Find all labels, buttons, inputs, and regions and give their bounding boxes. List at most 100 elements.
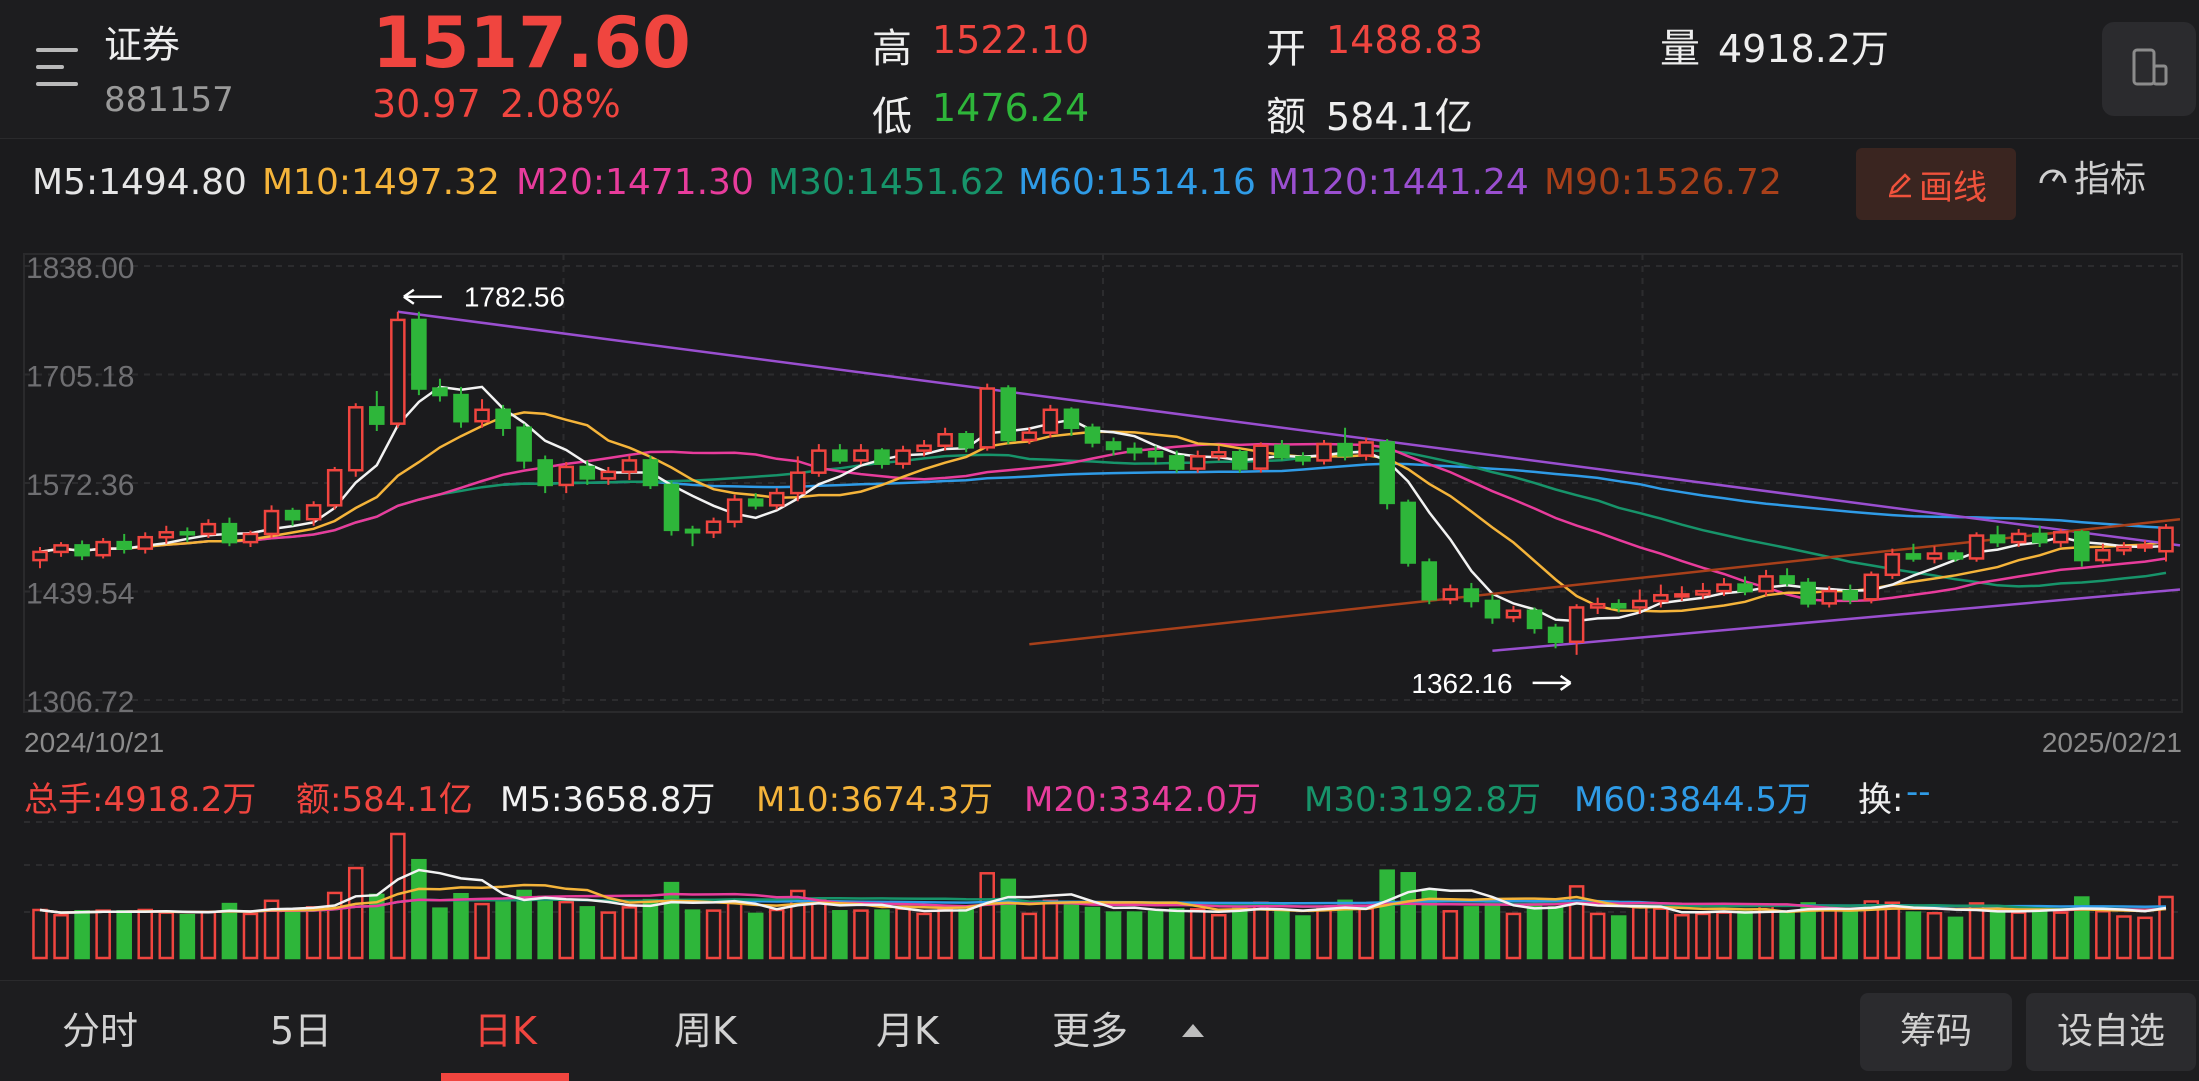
volume-bar-up bbox=[1358, 907, 1374, 960]
candle-down bbox=[2031, 532, 2048, 544]
candle-down bbox=[1484, 599, 1501, 619]
candle-down bbox=[1379, 441, 1395, 505]
volume-bar-down bbox=[1126, 911, 1143, 960]
volume-bar-down bbox=[747, 912, 764, 960]
candle-down bbox=[516, 426, 532, 462]
candle-up bbox=[2052, 531, 2069, 544]
candle-up bbox=[2116, 545, 2132, 552]
candle-down bbox=[1000, 387, 1017, 442]
volume-bar-down bbox=[1063, 902, 1080, 960]
ma120-label: M120:1441.24 bbox=[1268, 162, 1529, 203]
volume-total-label: 总手:4918.2万 bbox=[24, 780, 257, 820]
volume-bar-up bbox=[558, 900, 575, 960]
candle-up bbox=[137, 535, 154, 550]
candle-down bbox=[1421, 561, 1438, 601]
volume-bar-up bbox=[53, 913, 69, 960]
tab-more[interactable]: 更多 bbox=[1052, 1009, 1129, 1053]
candle-up bbox=[1968, 534, 1985, 560]
turnover-label: 换: bbox=[1858, 780, 1904, 820]
menu-icon[interactable] bbox=[36, 46, 78, 88]
add-watchlist-button[interactable]: 设自选 bbox=[2026, 993, 2196, 1071]
ma120-line-lower bbox=[1492, 588, 2181, 653]
candle-down bbox=[74, 544, 90, 557]
candle-down bbox=[1947, 552, 1964, 560]
volume-bar-down bbox=[1905, 911, 1922, 960]
candle-up bbox=[705, 520, 722, 534]
candle-down bbox=[1084, 426, 1101, 444]
volume-bar-down bbox=[1610, 915, 1627, 960]
volume-bar-up bbox=[811, 899, 827, 960]
candle-down bbox=[1800, 581, 1816, 605]
volume-bar-up bbox=[1589, 912, 1606, 960]
candle-up bbox=[1042, 408, 1059, 434]
candle-down bbox=[1989, 534, 2006, 544]
volume-bar-up bbox=[790, 889, 806, 960]
candle-down bbox=[221, 522, 238, 544]
low-label: 低 bbox=[872, 94, 912, 140]
tab-daily-k[interactable]: 日K bbox=[474, 1009, 537, 1053]
volume-bar-down bbox=[221, 902, 238, 960]
volume-bar-up bbox=[705, 909, 722, 960]
candle-up bbox=[95, 540, 111, 557]
volume-bar-up bbox=[1442, 910, 1459, 960]
draw-line-button[interactable]: 画线 bbox=[1856, 148, 2016, 220]
candle-down bbox=[432, 387, 448, 397]
tab-weekly-k[interactable]: 周K bbox=[674, 1009, 737, 1053]
volume-bar-down bbox=[2031, 908, 2048, 960]
candle-up bbox=[326, 468, 343, 507]
candle-up bbox=[1253, 444, 1269, 470]
landscape-toggle-button[interactable] bbox=[2102, 22, 2196, 116]
volume-bar-down bbox=[179, 913, 196, 960]
volume-bar-up bbox=[1863, 900, 1880, 960]
candle-up bbox=[158, 531, 175, 539]
volume-bar-down bbox=[2074, 896, 2090, 960]
candlestick-chart[interactable]: 1838.00 1705.18 1572.36 1439.54 1306.72 2024/… bbox=[0, 240, 2199, 770]
volume-bar-up bbox=[1695, 912, 1711, 960]
volume-bar-up bbox=[1821, 908, 1837, 960]
candle-down bbox=[1547, 626, 1564, 644]
low-annotation-label: 1362.16 bbox=[1411, 668, 1512, 699]
volume-bar-up bbox=[2137, 916, 2153, 960]
candle-down bbox=[1842, 589, 1859, 601]
candle-up bbox=[916, 444, 932, 452]
volume-bar-up bbox=[95, 909, 111, 960]
moving-average-legend: M5:1494.80 M10:1497.32 M20:1471.30 M30:1… bbox=[0, 138, 2199, 230]
volume-bar-up bbox=[1926, 911, 1943, 960]
chips-button[interactable]: 筹码 bbox=[1860, 993, 2012, 1071]
volume-bar-up bbox=[1505, 912, 1522, 960]
candle-down bbox=[1905, 553, 1922, 560]
volume-label: 量 bbox=[1660, 26, 1700, 72]
volume-bar-down bbox=[1737, 910, 1753, 960]
candle-up bbox=[263, 509, 280, 536]
tab-monthly-k[interactable]: 月K bbox=[876, 1009, 939, 1053]
tab-timeshare[interactable]: 分时 bbox=[62, 1009, 139, 1053]
caret-up-icon[interactable] bbox=[1180, 1021, 1206, 1041]
volume-bar-down bbox=[1463, 906, 1480, 960]
y-tick-label: 1572.36 bbox=[26, 469, 134, 502]
period-tab-bar: 分时 5日 日K 周K 月K 更多 筹码 设自选 bbox=[0, 980, 2199, 1081]
open-label: 开 bbox=[1266, 26, 1306, 72]
candle-up bbox=[305, 504, 322, 521]
candle-down bbox=[874, 449, 890, 465]
volume-bar-up bbox=[1210, 913, 1227, 960]
candle-up bbox=[1821, 589, 1837, 605]
candle-up bbox=[768, 491, 785, 507]
ma90-line bbox=[1029, 517, 2181, 646]
volume-bar-down bbox=[516, 889, 532, 960]
candle-up bbox=[1926, 552, 1943, 560]
volume-bar-down bbox=[1084, 906, 1101, 960]
tab-5day[interactable]: 5日 bbox=[270, 1009, 333, 1053]
volume-bar-up bbox=[1653, 907, 1669, 960]
x-start-label: 2024/10/21 bbox=[24, 727, 164, 758]
candle-up bbox=[1189, 455, 1206, 470]
candle-up bbox=[937, 433, 953, 447]
volume-bar-down bbox=[537, 895, 553, 960]
high-value: 1522.10 bbox=[932, 18, 1090, 62]
indicator-button[interactable]: 指标 bbox=[2036, 150, 2146, 202]
candle-down bbox=[1274, 444, 1290, 459]
candle-down bbox=[1463, 588, 1480, 603]
pencil-icon bbox=[1889, 173, 1911, 198]
volume-chart[interactable] bbox=[0, 810, 2199, 960]
candle-down bbox=[1337, 442, 1353, 457]
ma60-line bbox=[503, 462, 2167, 530]
